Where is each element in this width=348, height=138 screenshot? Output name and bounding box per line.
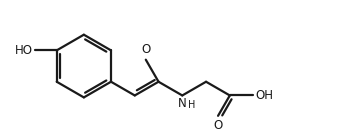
Text: OH: OH	[255, 89, 273, 102]
Text: O: O	[141, 43, 150, 56]
Text: O: O	[213, 119, 223, 132]
Text: H: H	[188, 100, 196, 110]
Text: N: N	[178, 97, 187, 110]
Text: HO: HO	[15, 44, 33, 57]
